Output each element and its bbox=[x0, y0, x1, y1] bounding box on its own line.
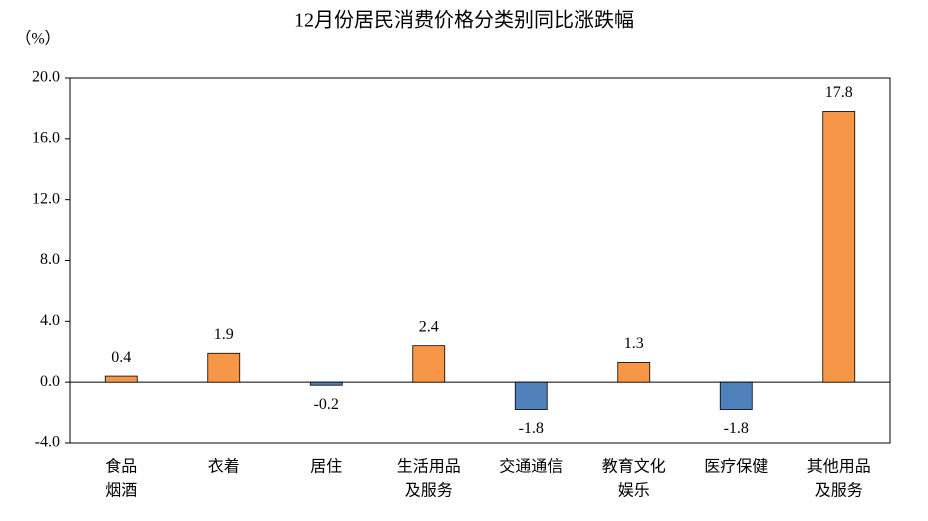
bar bbox=[514, 381, 548, 410]
x-tick-label: 生活用品 bbox=[397, 458, 461, 476]
bar bbox=[719, 381, 753, 410]
y-tick-label: 8.0 bbox=[40, 251, 60, 268]
bar bbox=[207, 352, 241, 383]
x-tick-label: 娱乐 bbox=[618, 482, 650, 500]
y-unit-label: （%） bbox=[15, 30, 60, 48]
x-tick-label: 其他用品 bbox=[807, 458, 871, 476]
x-tick-label: 衣着 bbox=[208, 458, 240, 476]
value-label: 2.4 bbox=[419, 318, 439, 335]
y-tick-label: -4.0 bbox=[35, 434, 60, 451]
y-tick-label: 4.0 bbox=[40, 312, 60, 329]
x-tick-label: 及服务 bbox=[815, 482, 863, 500]
y-tick-label: 20.0 bbox=[32, 69, 60, 86]
plot-frame bbox=[69, 77, 891, 444]
x-tick-label: 教育文化 bbox=[602, 458, 666, 476]
value-label: 17.8 bbox=[825, 84, 853, 101]
x-tick-label: 交通通信 bbox=[499, 458, 563, 476]
value-label: 0.4 bbox=[111, 349, 131, 366]
bar bbox=[617, 361, 651, 383]
bar bbox=[309, 381, 343, 386]
bar bbox=[412, 345, 446, 383]
bar bbox=[822, 111, 856, 383]
y-tick-label: 0.0 bbox=[40, 373, 60, 390]
x-tick-label: 居住 bbox=[310, 458, 342, 476]
x-tick-label: 烟酒 bbox=[105, 482, 137, 500]
value-label: -1.8 bbox=[519, 420, 544, 437]
x-tick-label: 医疗保健 bbox=[704, 458, 768, 476]
y-tick-label: 16.0 bbox=[32, 130, 60, 147]
bar bbox=[104, 375, 138, 383]
value-label: 1.3 bbox=[624, 335, 644, 352]
value-label: 1.9 bbox=[214, 326, 234, 343]
chart-title: 12月份居民消费价格分类别同比涨跌幅 bbox=[294, 9, 634, 32]
y-tick-label: 12.0 bbox=[32, 190, 60, 207]
value-label: -1.8 bbox=[724, 420, 749, 437]
x-tick-label: 及服务 bbox=[405, 482, 453, 500]
x-tick-label: 食品 bbox=[105, 458, 137, 476]
value-label: -0.2 bbox=[314, 396, 339, 413]
